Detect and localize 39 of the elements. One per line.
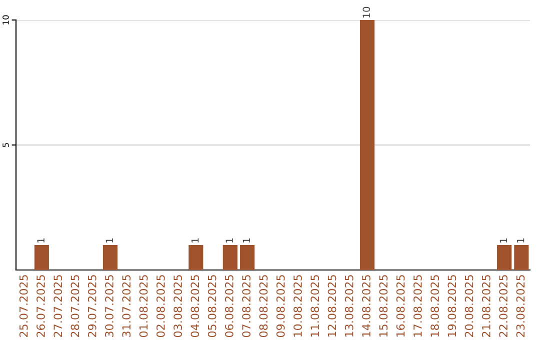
x-tick-label: 22.08.2025	[499, 275, 508, 337]
x-tick-label: 16.08.2025	[396, 275, 405, 337]
x-tick-label: 20.08.2025	[464, 275, 474, 337]
x-tick-label: 26.07.2025	[36, 275, 45, 337]
x-tick-label: 13.08.2025	[344, 275, 354, 337]
y-tick-label: 5	[2, 143, 9, 148]
data-label: 1	[242, 238, 250, 243]
x-tick-label: 28.07.2025	[70, 275, 80, 337]
x-tick-label: 11.08.2025	[310, 275, 320, 337]
x-tick-label: 30.07.2025	[105, 275, 114, 337]
x-tick-label: 06.08.2025	[224, 275, 234, 338]
x-tick-label: 18.08.2025	[430, 275, 439, 337]
x-tick-label: 01.08.2025	[139, 275, 148, 338]
x-tick-label: 21.08.2025	[482, 275, 490, 337]
data-label: 1	[106, 238, 113, 243]
x-tick-label: 12.08.2025	[328, 275, 336, 337]
data-label: 1	[500, 238, 507, 243]
x-tick-label: 09.08.2025	[276, 275, 285, 338]
data-label: 1	[191, 238, 199, 243]
x-tick-label: 08.08.2025	[259, 275, 268, 338]
data-label: 10	[362, 6, 370, 18]
x-tick-label: 07.08.2025	[242, 275, 251, 338]
x-tick-label: 14.08.2025	[362, 275, 370, 337]
x-tick-label: 29.07.2025	[88, 275, 96, 337]
x-tick-label: 03.08.2025	[174, 275, 182, 338]
x-tick-label: 19.08.2025	[448, 275, 456, 337]
x-tick-label: 15.08.2025	[379, 275, 388, 337]
data-label: 1	[226, 238, 233, 243]
x-tick-label: 27.07.2025	[54, 275, 62, 337]
x-tick-label: 23.08.2025	[516, 275, 525, 337]
x-tick-label: 10.08.2025	[294, 275, 302, 337]
data-label: 1	[517, 238, 524, 243]
x-tick-label: 04.08.2025	[190, 275, 200, 338]
x-tick-label: 17.08.2025	[413, 275, 422, 337]
x-tick-label: 31.07.2025	[122, 275, 131, 337]
x-tick-label: 02.08.2025	[156, 275, 165, 338]
x-tick-label: 25.07.2025	[19, 275, 28, 337]
data-label: 1	[37, 238, 44, 243]
x-tick-label: 05.08.2025	[208, 275, 216, 338]
